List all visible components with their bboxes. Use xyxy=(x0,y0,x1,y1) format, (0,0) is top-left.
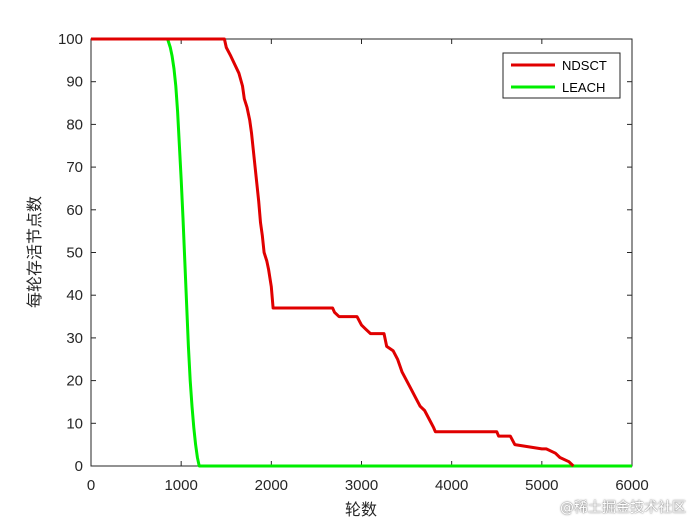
watermark: @稀土掘金技术社区 xyxy=(560,500,686,516)
y-axis-title: 每轮存活节点数 xyxy=(25,196,44,308)
y-tick-label: 80 xyxy=(66,116,83,133)
x-tick-label: 3000 xyxy=(345,477,378,494)
axis-ticks: 0 1000 2000 3000 4000 5000 6000 0 10 20 30 40 50 60 70… xyxy=(58,31,649,494)
x-axis-title: 轮数 xyxy=(345,500,377,519)
y-tick-label: 30 xyxy=(66,330,83,347)
y-tick-label: 50 xyxy=(66,245,83,262)
x-tick-label: 6000 xyxy=(615,477,648,494)
series-line-leach xyxy=(91,37,632,468)
x-tick-label: 2000 xyxy=(255,477,288,494)
series-line-ndsct xyxy=(91,37,575,468)
x-tick-label: 5000 xyxy=(525,477,558,494)
y-tick-label: 40 xyxy=(66,287,83,304)
legend-label-leach: LEACH xyxy=(562,80,605,95)
legend-box xyxy=(502,52,621,99)
y-tick-label: 0 xyxy=(75,458,83,475)
x-tick-label: 1000 xyxy=(164,477,197,494)
x-tick-label: 4000 xyxy=(435,477,468,494)
y-tick-label: 70 xyxy=(66,159,83,176)
legend-label-ndsct: NDSCT xyxy=(562,58,607,73)
series-lines xyxy=(91,37,632,468)
plot-area xyxy=(90,38,633,467)
y-tick-label: 100 xyxy=(58,31,83,48)
y-tick-label: 20 xyxy=(66,373,83,390)
y-tick-label: 90 xyxy=(66,74,83,91)
x-tick-label: 0 xyxy=(87,477,95,494)
y-tick-label: 60 xyxy=(66,202,83,219)
y-tick-label: 10 xyxy=(66,415,83,432)
legend: NDSCT LEACH xyxy=(502,52,621,99)
